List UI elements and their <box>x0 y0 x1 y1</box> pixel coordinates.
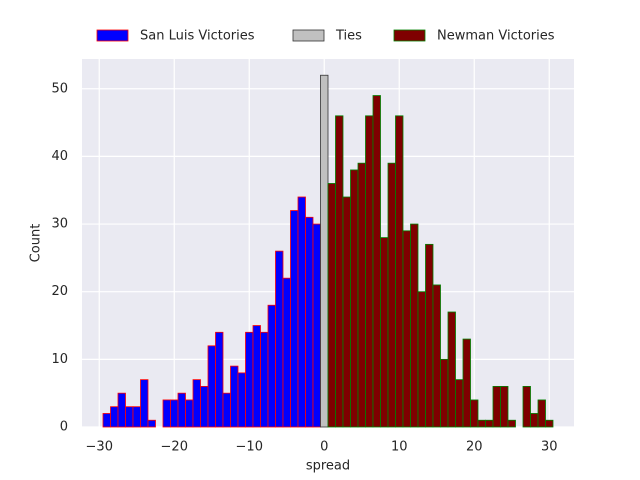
x-axis-label: spread <box>306 459 350 474</box>
histogram-bar <box>170 399 179 428</box>
histogram-bar <box>425 243 434 428</box>
histogram-bar <box>485 419 494 428</box>
histogram-bar <box>417 291 426 428</box>
x-tick-label: −20 <box>161 440 188 455</box>
histogram-bar <box>372 95 381 428</box>
histogram-bar <box>387 162 396 428</box>
histogram-bar <box>312 223 321 428</box>
histogram-bar <box>245 331 254 428</box>
histogram-bar <box>132 406 141 428</box>
legend-swatch <box>96 29 129 42</box>
histogram-bar <box>522 386 531 428</box>
y-tick-label: 0 <box>60 420 68 435</box>
histogram-bar <box>297 196 306 428</box>
histogram-bar <box>185 399 194 428</box>
histogram-bar <box>125 406 134 428</box>
histogram-bar <box>537 399 546 428</box>
histogram-bar <box>102 413 111 428</box>
legend-label: Ties <box>335 29 362 44</box>
y-tick-label: 50 <box>51 81 68 96</box>
histogram-bar <box>140 379 149 428</box>
x-tick-label: −10 <box>236 440 263 455</box>
histogram-bar <box>530 413 539 428</box>
histogram-bar <box>200 386 209 428</box>
histogram-bar <box>237 372 246 428</box>
histogram-bar <box>192 379 201 428</box>
x-tick-label: −30 <box>86 440 113 455</box>
histogram-bar <box>402 230 411 428</box>
histogram-bar <box>327 183 336 428</box>
histogram-bar <box>380 237 389 428</box>
histogram-bar <box>500 386 509 428</box>
x-tick-label: 20 <box>466 440 483 455</box>
histogram-bar <box>350 169 359 428</box>
histogram-bar <box>447 311 456 428</box>
y-tick-label: 20 <box>51 284 68 299</box>
histogram-bar <box>267 304 276 428</box>
legend-label: Newman Victories <box>437 29 555 44</box>
histogram-bar <box>117 392 126 428</box>
histogram-bar <box>432 284 441 428</box>
histogram-bar <box>342 196 351 428</box>
y-tick-label: 30 <box>51 217 68 232</box>
histogram-bar <box>110 406 119 428</box>
histogram-bar <box>207 345 216 428</box>
histogram-bar <box>462 338 471 428</box>
histogram-bar <box>290 210 299 428</box>
x-tick-label: 0 <box>320 440 328 455</box>
x-tick-label: 10 <box>391 440 408 455</box>
histogram-bar <box>365 115 374 428</box>
histogram-bar <box>335 115 344 428</box>
histogram-bar <box>222 392 231 428</box>
histogram-bar <box>395 115 404 428</box>
histogram-bar <box>507 419 516 428</box>
histogram-bar <box>410 223 419 428</box>
histogram-bar <box>492 386 501 428</box>
histogram-bar <box>282 277 291 428</box>
histogram-bar <box>305 216 314 428</box>
histogram-bar <box>260 331 269 428</box>
histogram-bar <box>177 392 186 428</box>
legend-swatch <box>292 29 325 42</box>
legend-swatch <box>393 29 426 42</box>
histogram-bar <box>455 379 464 428</box>
y-tick-label: 10 <box>51 352 68 367</box>
histogram-bar <box>215 331 224 428</box>
legend-label: San Luis Victories <box>140 29 255 44</box>
y-axis-label: Count <box>29 224 44 263</box>
histogram-bar <box>440 358 449 428</box>
histogram-bar <box>162 399 171 428</box>
histogram-bar <box>230 365 239 428</box>
histogram-bar <box>477 419 486 428</box>
y-tick-label: 40 <box>51 149 68 164</box>
histogram-bar <box>320 74 329 428</box>
histogram-bar <box>147 419 156 428</box>
histogram-bar <box>470 399 479 428</box>
histogram-bar <box>252 325 261 428</box>
x-tick-label: 30 <box>541 440 558 455</box>
histogram-bar <box>545 419 554 428</box>
histogram-bar <box>275 250 284 428</box>
histogram-bar <box>357 162 366 428</box>
